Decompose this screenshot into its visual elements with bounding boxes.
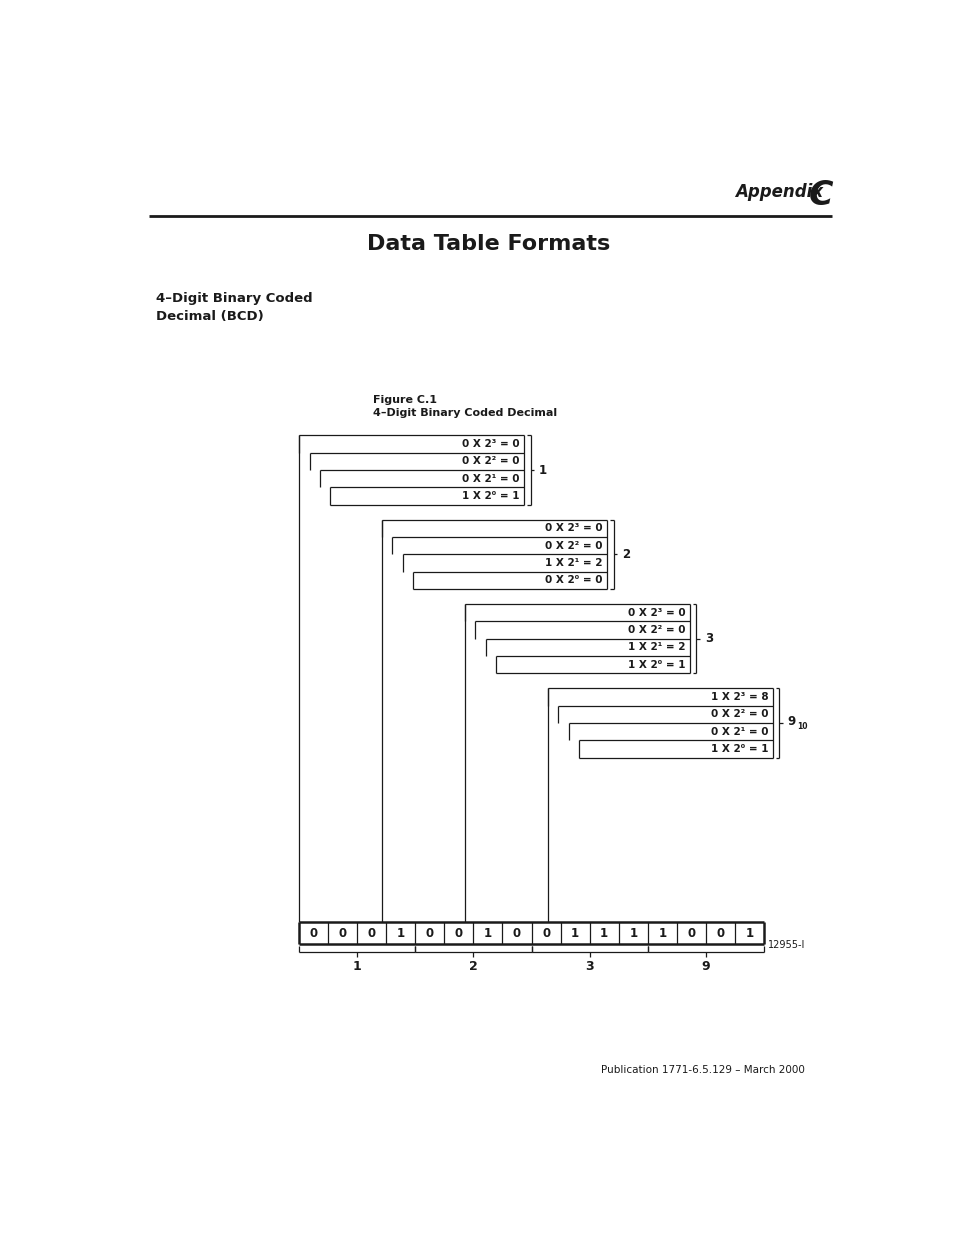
- Text: 1: 1: [538, 463, 546, 477]
- Text: 1 X 2⁰ = 1: 1 X 2⁰ = 1: [628, 659, 685, 669]
- Text: 0: 0: [541, 926, 550, 940]
- Text: 0 X 2² = 0: 0 X 2² = 0: [545, 541, 602, 551]
- Text: Data Table Formats: Data Table Formats: [367, 235, 610, 254]
- Text: 12955-I: 12955-I: [767, 940, 804, 950]
- Text: 1 X 2¹ = 2: 1 X 2¹ = 2: [545, 558, 602, 568]
- Text: Publication 1771-6.5.129 – March 2000: Publication 1771-6.5.129 – March 2000: [600, 1065, 804, 1074]
- Text: 1: 1: [396, 926, 404, 940]
- Text: 0 X 2⁰ = 0: 0 X 2⁰ = 0: [545, 576, 602, 585]
- Text: 0 X 2³ = 0: 0 X 2³ = 0: [545, 524, 602, 534]
- Text: 0: 0: [338, 926, 346, 940]
- Text: 1 X 2⁰ = 1: 1 X 2⁰ = 1: [462, 492, 519, 501]
- Text: 0 X 2² = 0: 0 X 2² = 0: [628, 625, 685, 635]
- Text: 1 X 2³ = 8: 1 X 2³ = 8: [710, 692, 768, 701]
- Text: 0: 0: [513, 926, 520, 940]
- Text: 1: 1: [744, 926, 753, 940]
- Text: 0 X 2¹ = 0: 0 X 2¹ = 0: [710, 726, 768, 736]
- Text: 1: 1: [353, 961, 361, 973]
- Text: 3: 3: [585, 961, 594, 973]
- Text: 1: 1: [571, 926, 578, 940]
- Text: 1: 1: [483, 926, 492, 940]
- Text: Figure C.1: Figure C.1: [373, 395, 437, 405]
- Text: 2: 2: [621, 548, 629, 561]
- Text: 9: 9: [700, 961, 709, 973]
- Text: 0 X 2³ = 0: 0 X 2³ = 0: [627, 608, 685, 618]
- Text: 4–Digit Binary Coded Decimal: 4–Digit Binary Coded Decimal: [373, 409, 557, 419]
- Text: 9: 9: [787, 715, 795, 727]
- Text: 0 X 2² = 0: 0 X 2² = 0: [710, 709, 768, 719]
- Text: 1: 1: [599, 926, 608, 940]
- Text: 3: 3: [704, 632, 712, 645]
- Text: 1: 1: [658, 926, 666, 940]
- Text: 0: 0: [455, 926, 462, 940]
- Text: 0: 0: [686, 926, 695, 940]
- Text: 0: 0: [716, 926, 723, 940]
- Text: 0 X 2³ = 0: 0 X 2³ = 0: [462, 440, 519, 450]
- Text: C: C: [807, 179, 832, 212]
- Text: 1: 1: [629, 926, 637, 940]
- Text: 0: 0: [309, 926, 317, 940]
- Text: Appendix: Appendix: [735, 183, 822, 201]
- Text: 0: 0: [425, 926, 434, 940]
- Text: 4–Digit Binary Coded
Decimal (BCD): 4–Digit Binary Coded Decimal (BCD): [156, 293, 313, 324]
- Text: 10: 10: [796, 721, 806, 731]
- Text: 0: 0: [367, 926, 375, 940]
- Text: 1 X 2¹ = 2: 1 X 2¹ = 2: [628, 642, 685, 652]
- Text: 2: 2: [469, 961, 477, 973]
- Text: 0 X 2¹ = 0: 0 X 2¹ = 0: [462, 474, 519, 484]
- Text: 1 X 2⁰ = 1: 1 X 2⁰ = 1: [710, 743, 768, 755]
- Text: 0 X 2² = 0: 0 X 2² = 0: [462, 457, 519, 467]
